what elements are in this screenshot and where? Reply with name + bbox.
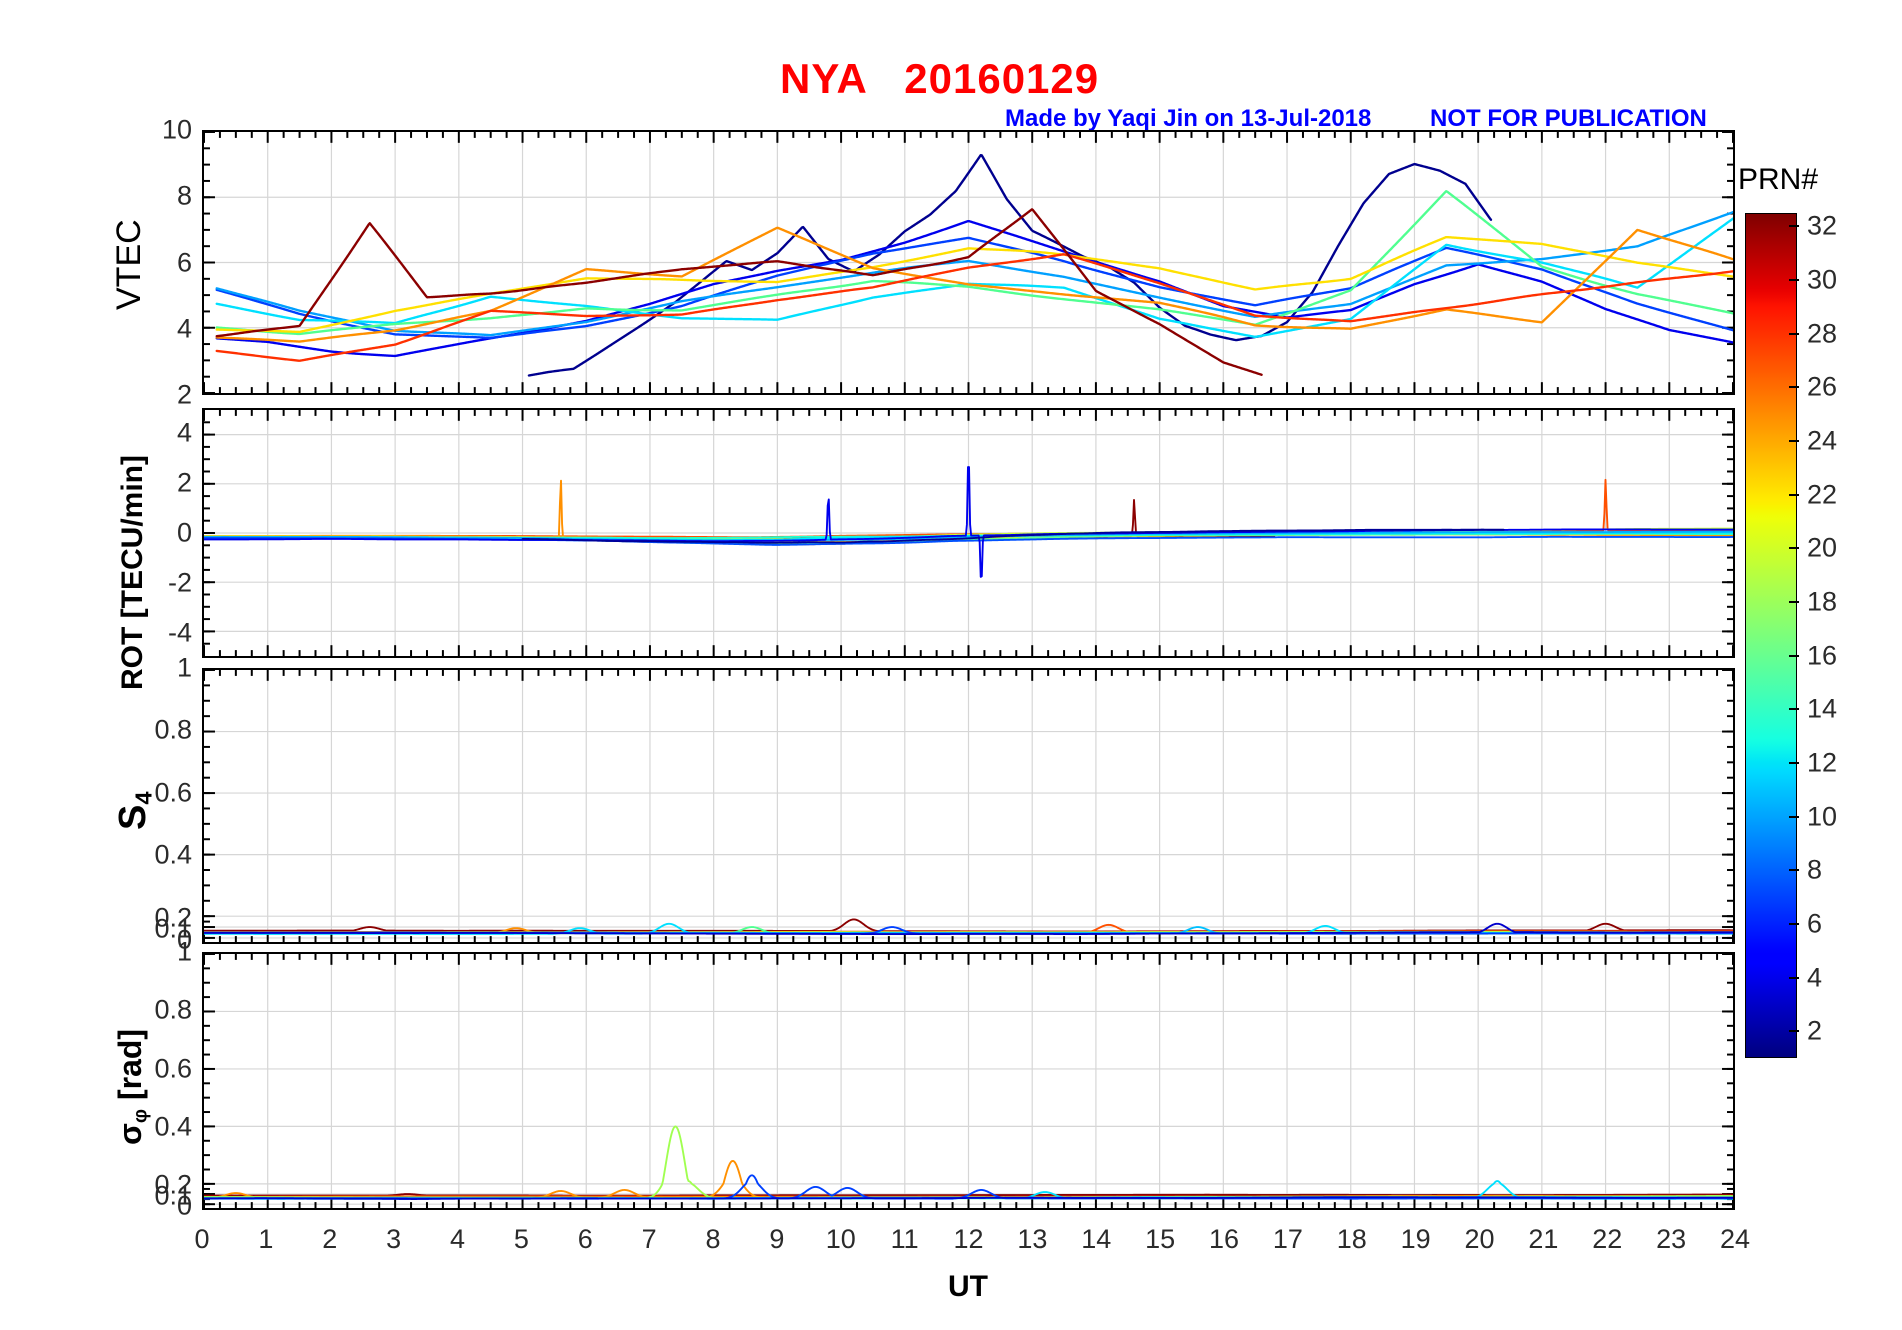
yaxis-tick-label: 0.6: [154, 777, 192, 808]
xaxis-label: UT: [948, 1270, 988, 1303]
xaxis-tick-label: 18: [1336, 1224, 1367, 1254]
colorbar-tick-label: 6: [1807, 908, 1823, 939]
s4-label-main: S: [112, 804, 154, 830]
xaxis-tick-label: 2: [322, 1224, 338, 1254]
yaxis-tick-label: 0.2: [154, 902, 192, 933]
yaxis-tick-label: 6: [176, 247, 192, 277]
vtec-plot-area: [204, 132, 1733, 393]
rot-plot-area: [204, 410, 1733, 656]
yaxis-tick-label: 4: [176, 417, 192, 448]
yaxis-tick-label: 1: [176, 936, 192, 967]
sigma-phi-plot-area: [204, 954, 1733, 1208]
xaxis-tick-label: 5: [513, 1224, 529, 1254]
xaxis-tick-label: 22: [1592, 1224, 1623, 1254]
colorbar-tick-label: 30: [1807, 264, 1838, 295]
yaxis-tick-label: -4: [167, 617, 192, 648]
yaxis-tick-label: 2: [176, 467, 192, 498]
colorbar-tick-label: 2: [1807, 1015, 1823, 1046]
colorbar-tick-label: 26: [1807, 371, 1838, 402]
xaxis-tick-label: 15: [1145, 1224, 1176, 1254]
colorbar-tick-mark: [1789, 493, 1799, 496]
made-by-annotation: Made by Yaqi Jin on 13-Jul-2018: [1005, 105, 1372, 132]
xaxis-tick-label: 0: [194, 1224, 210, 1254]
colorbar-tick-mark: [1789, 225, 1799, 228]
xaxis-tick-label: 24: [1719, 1224, 1751, 1254]
yaxis-tick-label: 0.4: [154, 839, 192, 870]
not-for-publication-annotation: NOT FOR PUBLICATION: [1430, 105, 1707, 132]
colorbar-tick-mark: [1789, 600, 1799, 603]
colorbar-tick-label: 12: [1807, 747, 1838, 778]
colorbar-tick-label: 14: [1807, 693, 1838, 724]
colorbar-tick-mark: [1789, 761, 1799, 764]
panel-sigma-phi[interactable]: [202, 952, 1735, 1210]
colorbar-tick-mark: [1789, 708, 1799, 711]
colorbar-tick-label: 20: [1807, 532, 1838, 563]
panel-rot[interactable]: [202, 408, 1735, 658]
colorbar-tick-label: 28: [1807, 318, 1838, 349]
colorbar-gradient[interactable]: [1745, 213, 1797, 1058]
yaxis-tick-label: 2: [176, 379, 192, 410]
colorbar-tick-label: 16: [1807, 640, 1838, 671]
colorbar-tick-mark: [1789, 279, 1799, 282]
colorbar-tick-label: 18: [1807, 586, 1838, 617]
yaxis-tick-label: 0: [176, 517, 192, 548]
xaxis-tick-label: 16: [1208, 1224, 1240, 1254]
colorbar-tick-mark: [1789, 332, 1799, 335]
yaxis-tick-label: 0: [176, 1190, 192, 1221]
colorbar-tick-label: 32: [1807, 210, 1838, 241]
panel-s4[interactable]: [202, 668, 1735, 944]
xaxis-tick-label: 14: [1081, 1224, 1112, 1254]
yaxis-tick-label: -2: [167, 567, 192, 598]
yaxis-tick-label: 0: [176, 924, 192, 955]
yaxis-tick-label: 0.2: [154, 1169, 192, 1200]
xaxis-tick-label: 13: [1017, 1224, 1048, 1254]
colorbar-tick-label: 22: [1807, 479, 1838, 510]
xaxis-tick-label: 6: [577, 1224, 593, 1254]
xaxis-tick-label: 19: [1400, 1224, 1431, 1254]
yaxis-tick-label: 0.1: [154, 913, 192, 944]
colorbar-tick-mark: [1789, 869, 1799, 872]
xaxis-tick-label: 1: [258, 1224, 274, 1254]
colorbar-tick-mark: [1789, 440, 1799, 443]
colorbar-tick-mark: [1789, 815, 1799, 818]
xaxis-tick-label: 17: [1272, 1224, 1303, 1254]
panel-vtec[interactable]: [202, 130, 1735, 395]
yaxis-tick-label: 0.1: [154, 1180, 192, 1211]
colorbar-tick-label: 10: [1807, 801, 1838, 832]
xaxis-tick-label: 4: [449, 1224, 466, 1254]
s4-plot-area: [204, 670, 1733, 942]
colorbar-tick-label: 4: [1807, 962, 1823, 993]
xaxis-tick-label: 7: [641, 1224, 657, 1254]
xaxis-tick-label: 10: [825, 1224, 856, 1254]
yaxis-tick-label: 8: [176, 180, 192, 211]
colorbar-tick-mark: [1789, 1030, 1799, 1033]
xaxis-tick-label: 9: [769, 1224, 785, 1254]
yaxis-tick-label: 1: [176, 652, 192, 683]
colorbar-tick-mark: [1789, 922, 1799, 925]
xaxis-tick-label: 23: [1656, 1224, 1687, 1254]
yaxis-tick-label: 0.6: [154, 1053, 192, 1084]
colorbar-title: PRN#: [1738, 163, 1819, 196]
colorbar-tick-label: 24: [1807, 425, 1838, 456]
page-title: NYA 20160129: [780, 55, 1100, 102]
colorbar-tick-mark: [1789, 976, 1799, 979]
colorbar-tick-mark: [1789, 654, 1799, 657]
yaxis-tick-label: 10: [161, 114, 192, 145]
xaxis-tick-label: 11: [890, 1224, 919, 1254]
xaxis-tick-label: 8: [705, 1224, 721, 1254]
yaxis-tick-label: 4: [176, 313, 192, 344]
colorbar[interactable]: PRN# 32 30 28 26 24 22 20 18 16 14 12 10 8 6 4 2: [1738, 163, 1895, 1058]
yaxis-tick-label: 0.8: [154, 714, 192, 745]
xaxis-tick-label: 20: [1464, 1224, 1495, 1254]
colorbar-tick-mark: [1789, 386, 1799, 389]
colorbar-tick-label: 8: [1807, 854, 1823, 885]
xaxis-tick-label: 12: [953, 1224, 984, 1254]
xaxis-tick-label: 21: [1528, 1224, 1559, 1254]
yaxis-tick-label: 0.4: [154, 1111, 192, 1142]
yaxis-tick-label: 0.8: [154, 994, 192, 1025]
xaxis-tick-label: 3: [386, 1224, 402, 1254]
colorbar-tick-mark: [1789, 547, 1799, 550]
